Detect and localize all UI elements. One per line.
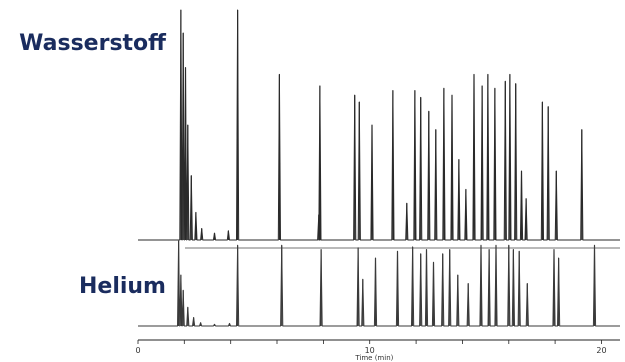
x-tick-label: 10 bbox=[365, 346, 375, 355]
x-tick-label: 20 bbox=[596, 346, 606, 355]
series-label-helium: Helium bbox=[79, 274, 166, 299]
x-ticks: 0 10 20 bbox=[135, 340, 607, 355]
trace-helium bbox=[138, 240, 620, 327]
traces bbox=[138, 9, 620, 327]
x-axis-title: Time (min) bbox=[354, 354, 393, 362]
x-tick-label: 0 bbox=[135, 346, 140, 355]
series-label-wasserstoff: Wasserstoff bbox=[19, 31, 167, 56]
plot-area: 0 10 20 bbox=[135, 9, 620, 355]
